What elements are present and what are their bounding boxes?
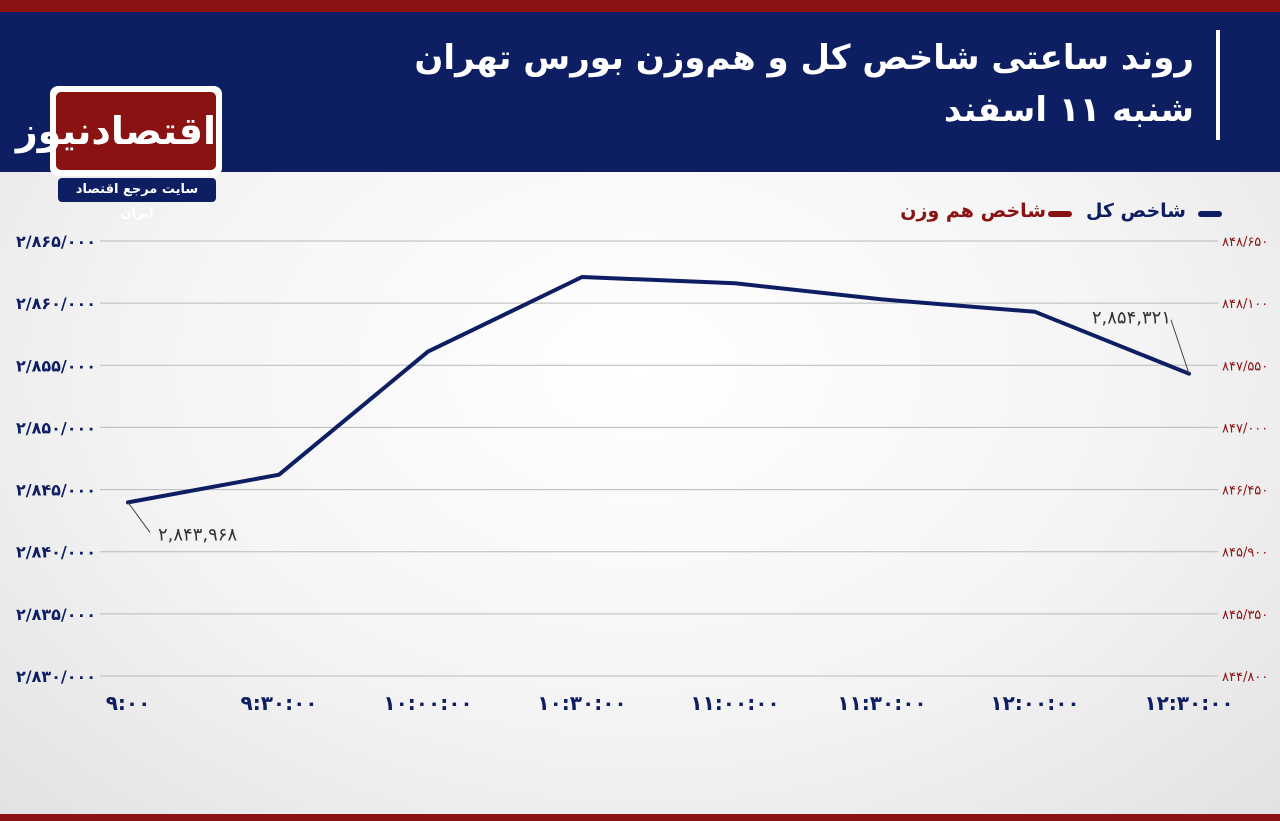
- legend-label-total-index: شاخص کل: [1085, 200, 1186, 222]
- x-tick-label: ۱۱:۰۰:۰۰: [690, 691, 779, 715]
- chart-title: روند ساعتی شاخص کل و هم‌وزن بورس تهران: [414, 38, 1194, 78]
- y-left-tick-label: ۲/۸۶۰/۰۰۰: [16, 294, 96, 313]
- data-label-leader: [127, 502, 151, 533]
- data-label: ۲,۸۵۴,۳۲۱: [1092, 308, 1171, 329]
- brand-logo: اقتصادنیوز: [16, 86, 222, 176]
- y-right-tick-label: ۸۴۷/۵۵۰: [1222, 359, 1268, 374]
- y-left-tick-label: ۲/۸۴۰/۰۰۰: [16, 543, 96, 562]
- y-right-tick-label: ۸۴۶/۴۵۰: [1222, 484, 1268, 499]
- legend-swatch-equal-weight-index: [1048, 211, 1072, 217]
- series-line-0: [126, 275, 1191, 505]
- data-label: ۲,۸۴۳,۹۶۸: [158, 524, 237, 545]
- bottom-accent-strip: [0, 814, 1280, 821]
- legend-swatch-total-index: [1198, 211, 1222, 217]
- y-left-tick-label: ۲/۸۳۵/۰۰۰: [16, 605, 96, 624]
- x-tick-label: ۱۰:۰۰:۰۰: [383, 691, 472, 715]
- legend-label-equal-weight-index: شاخص هم وزن: [900, 200, 1046, 222]
- y-left-tick-label: ۲/۸۳۰/۰۰۰: [16, 667, 96, 686]
- x-tick-label: ۱۲:۰۰:۰۰: [990, 691, 1079, 715]
- x-tick-label: ۱۰:۳۰:۰۰: [537, 691, 626, 715]
- x-tick-label: ۹:۳۰:۰۰: [240, 691, 317, 715]
- brand-logo-text: اقتصادنیوز: [16, 92, 216, 170]
- y-left-tick-label: ۲/۸۴۵/۰۰۰: [16, 481, 96, 500]
- x-tick-label: ۹:۰۰: [106, 691, 151, 715]
- y-right-tick-label: ۸۴۵/۳۵۰: [1222, 608, 1268, 623]
- data-label-leader: [1170, 319, 1190, 374]
- y-left-tick-label: ۲/۸۵۵/۰۰۰: [16, 356, 96, 375]
- chart-date: شنبه ۱۱ اسفند: [943, 90, 1194, 130]
- title-divider: [1216, 30, 1220, 140]
- y-left-tick-label: ۲/۸۵۰/۰۰۰: [16, 418, 96, 437]
- y-right-tick-label: ۸۴۴/۸۰۰: [1222, 670, 1268, 685]
- y-left-tick-label: ۲/۸۶۵/۰۰۰: [16, 232, 96, 251]
- x-tick-label: ۱۲:۳۰:۰۰: [1144, 691, 1233, 715]
- top-accent-strip: [0, 0, 1280, 12]
- brand-tagline: سایت مرجع اقتصاد ایران: [58, 178, 216, 221]
- x-tick-label: ۱۱:۳۰:۰۰: [837, 691, 926, 715]
- y-right-tick-label: ۸۴۸/۱۰۰: [1222, 297, 1268, 312]
- y-right-tick-label: ۸۴۸/۶۵۰: [1222, 235, 1268, 250]
- y-right-tick-label: ۸۴۷/۰۰۰: [1222, 421, 1268, 436]
- y-right-tick-label: ۸۴۵/۹۰۰: [1222, 546, 1268, 561]
